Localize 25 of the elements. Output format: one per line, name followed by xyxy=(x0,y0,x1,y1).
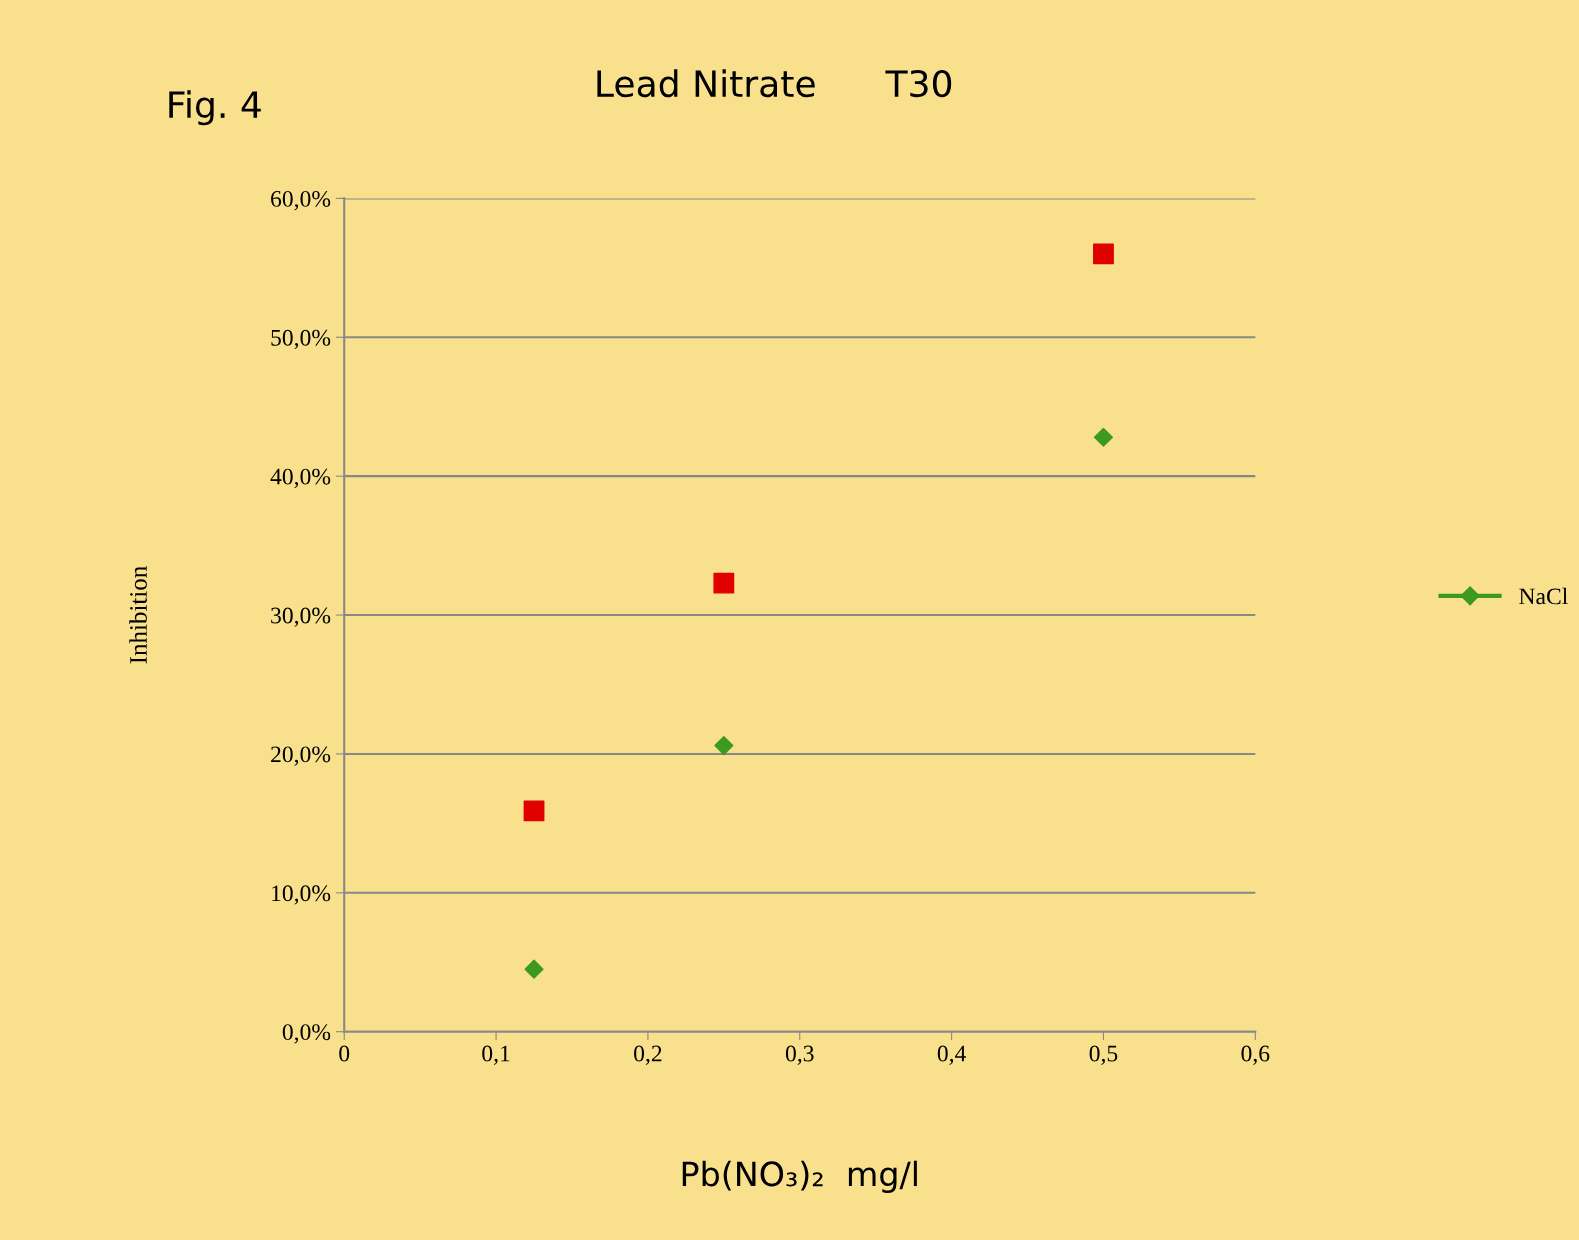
y-tick-label: 10,0% xyxy=(272,885,331,905)
y-tick-label: 20,0% xyxy=(271,746,331,766)
x-tick-label: 0,1 xyxy=(482,1045,510,1065)
x-tick-label: 0,5 xyxy=(1089,1045,1118,1065)
y-tick-label: 50,0% xyxy=(271,329,331,350)
point xyxy=(713,572,735,594)
y-axis-title: Inhibition xyxy=(129,566,147,664)
y-tick-label: 60,0% xyxy=(271,190,331,211)
x-axis-title: Pb(NO₃)₂ mg/l xyxy=(682,1160,917,1193)
caption: Fig. 4 xyxy=(169,90,261,126)
point xyxy=(1093,427,1113,447)
y-tick-label: 30,0% xyxy=(271,607,331,627)
chart-title: Lead Nitrate T30 xyxy=(597,69,952,98)
legend-label: NaCl xyxy=(1519,587,1568,605)
x-tick-label: 0 xyxy=(339,1045,350,1062)
point xyxy=(524,959,544,979)
x-tick-label: 0,2 xyxy=(634,1045,662,1065)
y-tick-label: 0,0% xyxy=(282,1024,331,1044)
x-tick-label: 0,6 xyxy=(1241,1045,1270,1065)
x-tick-label: 0,3 xyxy=(785,1045,814,1065)
point xyxy=(714,736,734,756)
x-tick-label: 0,4 xyxy=(937,1045,966,1065)
y-tick-label: 40,0% xyxy=(270,468,331,488)
point xyxy=(1093,243,1114,265)
point xyxy=(523,800,545,822)
